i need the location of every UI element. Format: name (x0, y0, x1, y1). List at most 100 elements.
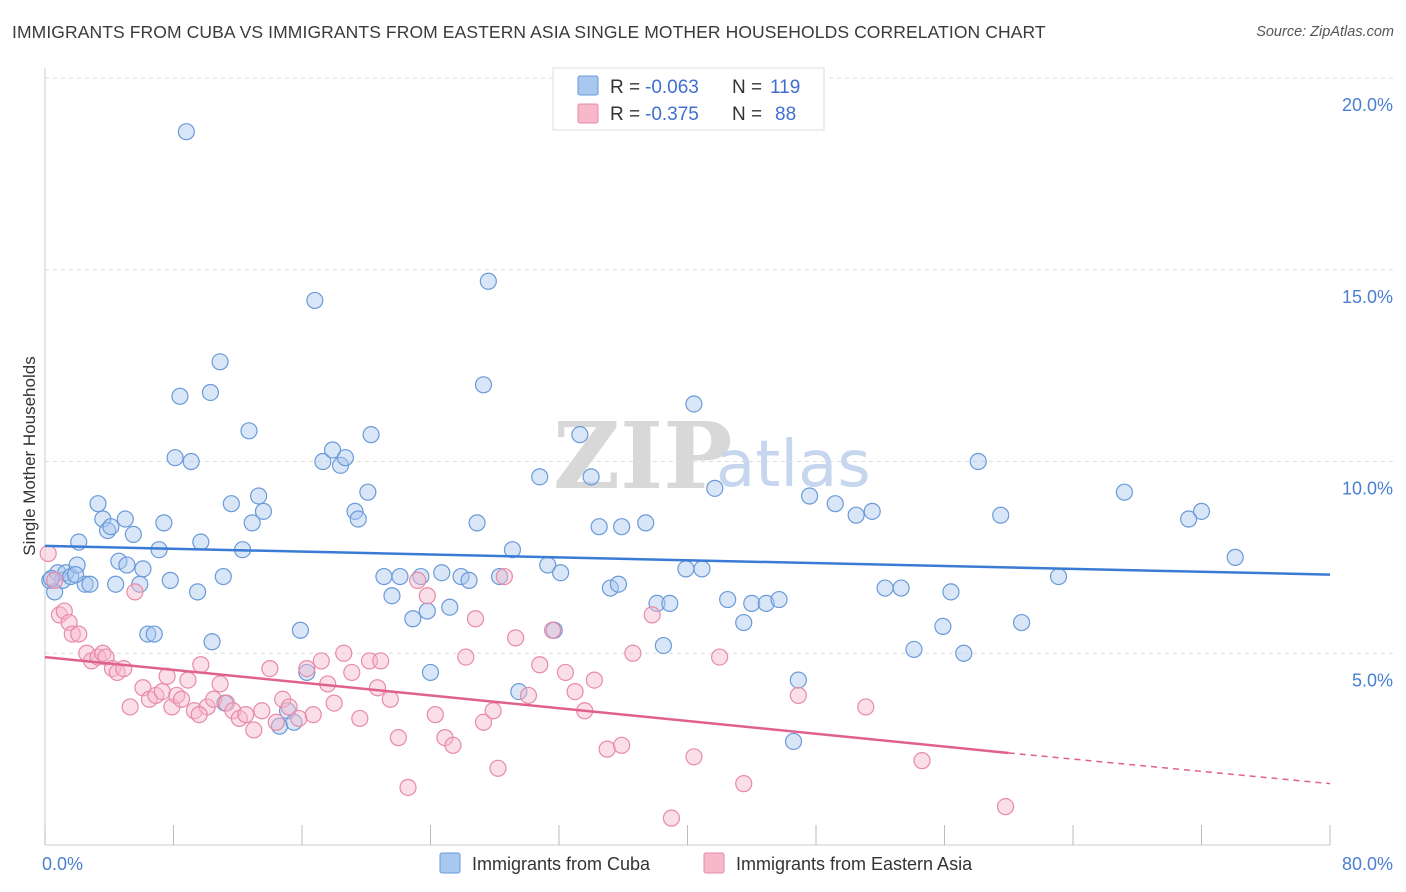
cuba-point-79 (601, 579, 620, 597)
y-tick-label-20: 20.0% (1342, 95, 1393, 115)
cuba-point-40 (250, 487, 268, 505)
cuba-point-28 (177, 123, 195, 141)
asia-point-83 (913, 752, 931, 770)
cuba-point-41 (254, 502, 273, 520)
asia-point-43 (304, 706, 322, 724)
legend-r-value-cuba: -0.063 (645, 77, 699, 98)
x-tick-label-max: 80.0% (1342, 854, 1393, 874)
asia-point-1 (46, 571, 64, 589)
cuba-point-75 (552, 564, 570, 582)
trend-lines (44, 544, 1331, 785)
asia-point-42 (298, 659, 316, 678)
cuba-point-104 (942, 583, 960, 601)
asia-point-67 (531, 656, 549, 674)
asia-point-59 (444, 736, 462, 754)
bottom-legend: Immigrants from Cuba Immigrants from Eas… (439, 852, 973, 874)
cuba-point-34 (211, 353, 229, 371)
cuba-point-24 (155, 514, 173, 532)
cuba-point-69 (490, 567, 509, 586)
y-tick-labels: 5.0% 10.0% 15.0% 20.0% (1342, 95, 1393, 690)
asia-point-61 (466, 610, 485, 628)
cuba-point-10 (89, 495, 107, 513)
cuba-point-92 (757, 594, 775, 612)
cuba-point-81 (637, 514, 655, 532)
cuba-point-39 (243, 514, 261, 532)
cuba-point-85 (677, 560, 695, 578)
cuba-point-62 (433, 564, 451, 582)
cuba-point-77 (582, 468, 600, 486)
cuba-point-91 (743, 594, 761, 612)
cuba-point-51 (336, 449, 354, 467)
cuba-point-58 (391, 567, 409, 586)
legend-r-value-asia: -0.375 (645, 104, 699, 125)
cuba-point-72 (531, 468, 549, 486)
asia-point-74 (613, 736, 631, 754)
cuba-point-33 (203, 633, 221, 651)
asia-point-40 (280, 698, 298, 716)
cuba-point-68 (479, 272, 497, 290)
cuba-point-15 (110, 552, 128, 570)
asia-point-62 (474, 713, 493, 731)
asia-point-16 (126, 583, 144, 601)
cuba-point-98 (847, 506, 865, 524)
cuba-point-87 (693, 560, 711, 578)
watermark: ZIP atlas (553, 402, 871, 510)
cuba-point-96 (800, 487, 819, 505)
cuba-point-20 (134, 560, 152, 578)
asia-point-77 (662, 809, 681, 827)
legend-n-label-asia: N = (732, 104, 762, 125)
asia-point-35 (245, 721, 263, 739)
cuba-point-111 (1180, 510, 1198, 528)
asia-point-60 (457, 648, 475, 666)
watermark-zip: ZIP (553, 402, 732, 510)
cuba-point-99 (863, 502, 881, 520)
legend-n-value-asia: 88 (775, 104, 796, 125)
asia-point-66 (519, 686, 538, 705)
asia-point-15 (121, 698, 139, 716)
cuba-point-76 (571, 426, 589, 444)
cuba-point-100 (876, 579, 894, 597)
cuba-point-38 (240, 422, 258, 440)
bottom-legend-swatch-cuba (439, 852, 461, 874)
asia-point-41 (290, 709, 308, 728)
asia-point-6 (70, 625, 88, 643)
cuba-point-118 (66, 566, 85, 584)
y-tick-label-15: 15.0% (1342, 287, 1393, 307)
x-ticks (44, 825, 1331, 845)
cuba-point-30 (188, 583, 207, 601)
asia-point-24 (172, 690, 191, 708)
bottom-legend-label-cuba: Immigrants from Cuba (472, 854, 651, 874)
cuba-point-67 (474, 376, 493, 394)
asia-point-76 (643, 606, 661, 624)
asia-point-34 (237, 706, 255, 724)
series-asia-points (39, 544, 1015, 827)
bottom-legend-label-asia: Immigrants from Eastern Asia (736, 854, 973, 874)
cuba-point-109 (1049, 567, 1068, 586)
asia-point-87 (489, 759, 507, 777)
cuba-point-26 (166, 449, 184, 467)
asia-point-5 (63, 625, 81, 643)
asia-trend-line (44, 655, 1009, 755)
cuba-point-112 (1192, 502, 1211, 520)
cuba-point-93 (770, 590, 788, 609)
asia-point-29 (205, 690, 223, 708)
cuba-point-31 (192, 533, 210, 551)
y-tick-label-10: 10.0% (1342, 479, 1393, 499)
chart-title: IMMIGRANTS FROM CUBA VS IMMIGRANTS FROM … (12, 22, 1046, 42)
asia-point-37 (261, 659, 279, 678)
asia-point-86 (368, 679, 387, 697)
cuba-point-57 (383, 587, 401, 605)
cuba-point-103 (934, 617, 952, 636)
asia-point-51 (372, 652, 390, 670)
asia-point-82 (857, 698, 875, 716)
asia-point-79 (711, 648, 729, 666)
cuba-point-105 (955, 644, 973, 662)
cuba-point-27 (171, 387, 189, 405)
asia-point-78 (685, 748, 703, 766)
asia-point-30 (211, 675, 229, 693)
asia-point-27 (192, 656, 210, 674)
cuba-trend-line (44, 544, 1331, 576)
cuba-point-94 (784, 732, 803, 751)
legend-n-value-cuba: 119 (770, 77, 800, 98)
